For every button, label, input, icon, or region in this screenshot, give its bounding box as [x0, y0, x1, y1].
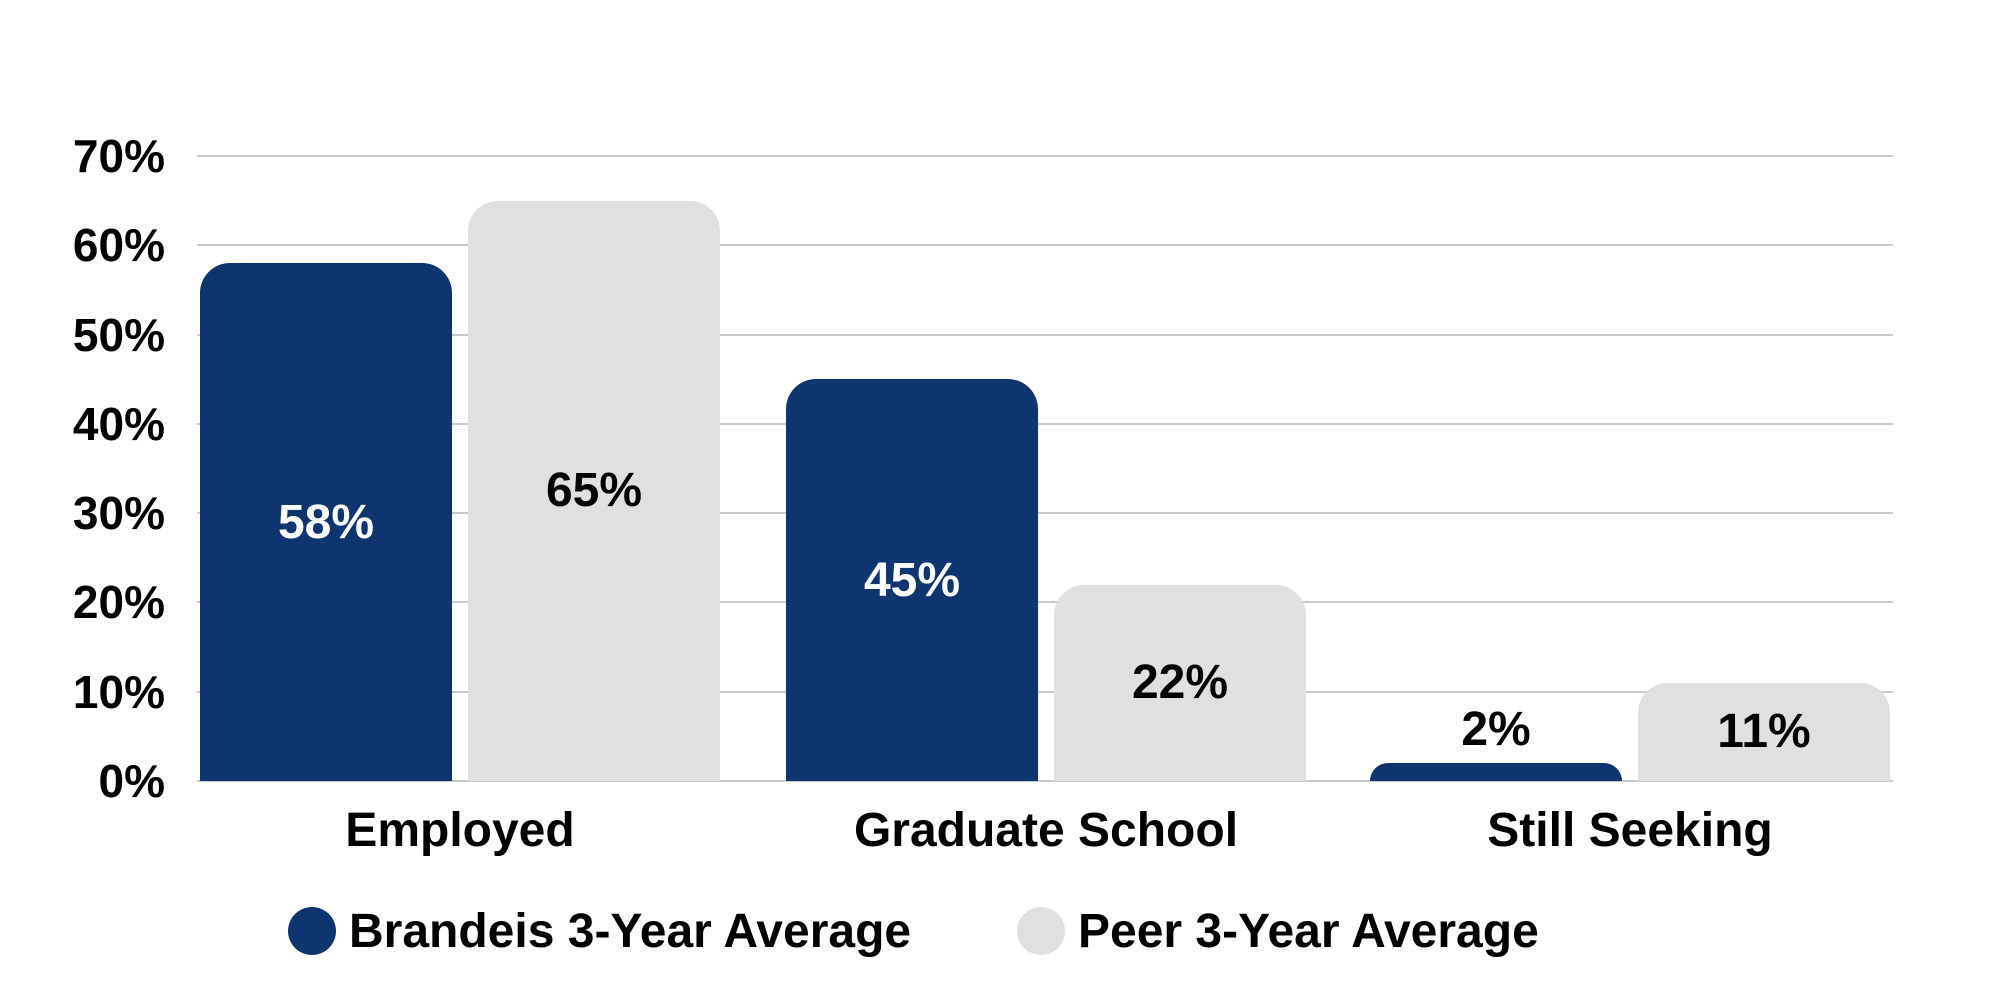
bar-brandeis-3-year-average-employed: 58% [200, 263, 452, 781]
bar-peer-3-year-average-graduate-school: 22% [1054, 584, 1306, 781]
x-category-label-still-seeking: Still Seeking [1487, 804, 1773, 857]
gridline-30 [197, 512, 1893, 515]
bar-peer-3-year-average-employed: 65% [468, 200, 720, 781]
bar-value-label-brandeis-3-year-average-still-seeking: 2% [1461, 703, 1531, 757]
x-category-label-graduate-school: Graduate School [853, 804, 1239, 857]
bar-value-label-brandeis-3-year-average-employed: 58% [277, 495, 375, 549]
y-tick-label-20: 20% [72, 576, 165, 629]
bar-value-label-brandeis-3-year-average-graduate-school: 45% [863, 553, 961, 607]
y-axis: 70% 60% 50% 40% 30% 20% 10% 0% [0, 130, 165, 807]
y-tick-label-50: 50% [72, 308, 165, 361]
gridline-0 [197, 780, 1893, 782]
gridline-40 [197, 422, 1893, 425]
gridline-50 [197, 333, 1893, 336]
bar-value-label-peer-3-year-average-still-seeking: 11% [1717, 705, 1811, 759]
x-axis: Employed Graduate School Still Seeking [0, 800, 2000, 862]
legend-label-peer-3-year-average: Peer 3-Year Average [1078, 904, 1539, 958]
legend-circle-icon [288, 907, 336, 955]
y-tick-label-60: 60% [72, 219, 165, 272]
legend-label-brandeis-3-year-average: Brandeis 3-Year Average [349, 904, 912, 958]
gridline-60 [197, 244, 1893, 247]
gridline-20 [197, 601, 1893, 604]
y-tick-label-10: 10% [72, 665, 165, 718]
legend: Brandeis 3-Year Average Peer 3-Year Avera… [0, 903, 2000, 959]
bar-value-label-peer-3-year-average-employed: 65% [545, 464, 643, 518]
bar-brandeis-3-year-average-graduate-school: 45% [786, 379, 1038, 781]
y-tick-label-40: 40% [72, 397, 165, 450]
y-tick-label-70: 70% [72, 130, 165, 182]
y-tick-label-30: 30% [72, 487, 165, 540]
y-tick-label-0: 0% [98, 755, 165, 807]
legend-item-brandeis-3-year-average: Brandeis 3-Year Average [288, 903, 911, 959]
plot-area: 58% 45% 2% 65% 22% 11% [197, 155, 1893, 782]
bar-peer-3-year-average-still-seeking: 11% [1638, 682, 1890, 781]
bar-value-label-peer-3-year-average-graduate-school: 22% [1131, 656, 1229, 710]
legend-item-peer-3-year-average: Peer 3-Year Average [1017, 903, 1539, 959]
gridline-70 [197, 155, 1893, 157]
bar-brandeis-3-year-average-still-seeking [1370, 763, 1622, 781]
legend-circle-icon [1017, 907, 1065, 955]
gridline-10 [197, 690, 1893, 693]
x-category-label-employed: Employed [345, 804, 575, 857]
